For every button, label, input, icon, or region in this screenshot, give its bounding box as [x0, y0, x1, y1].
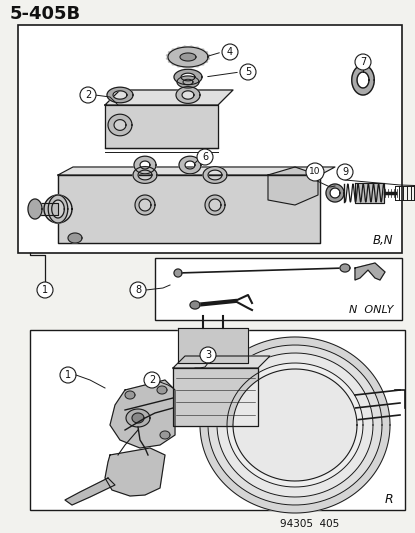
Polygon shape: [188, 57, 194, 68]
Polygon shape: [105, 448, 165, 496]
Bar: [155, 258, 402, 320]
Circle shape: [200, 347, 216, 363]
Polygon shape: [203, 167, 227, 183]
Polygon shape: [178, 328, 248, 363]
Polygon shape: [68, 233, 82, 243]
Polygon shape: [132, 413, 144, 423]
Polygon shape: [268, 167, 318, 205]
Polygon shape: [173, 368, 258, 426]
Polygon shape: [126, 409, 150, 427]
Text: R: R: [384, 493, 393, 506]
Circle shape: [197, 149, 213, 165]
Polygon shape: [326, 184, 344, 202]
Text: 2: 2: [149, 375, 155, 385]
Polygon shape: [135, 195, 155, 215]
Text: 3: 3: [205, 350, 211, 360]
Polygon shape: [182, 57, 188, 68]
Polygon shape: [110, 380, 175, 448]
Polygon shape: [166, 54, 188, 57]
Circle shape: [144, 372, 160, 388]
Circle shape: [240, 64, 256, 80]
Text: 1: 1: [65, 370, 71, 380]
Polygon shape: [28, 199, 42, 219]
Polygon shape: [188, 47, 200, 57]
Text: 4: 4: [227, 47, 233, 57]
Circle shape: [306, 163, 324, 181]
Text: N  ONLY: N ONLY: [349, 305, 393, 315]
Polygon shape: [355, 183, 384, 203]
Polygon shape: [190, 301, 200, 309]
Polygon shape: [172, 57, 188, 65]
Text: 9: 9: [342, 167, 348, 177]
Circle shape: [60, 367, 76, 383]
Polygon shape: [355, 263, 385, 280]
Polygon shape: [188, 57, 204, 65]
Polygon shape: [157, 386, 167, 394]
Bar: [18, 25, 402, 253]
Circle shape: [355, 54, 371, 70]
Polygon shape: [105, 105, 218, 148]
Circle shape: [130, 282, 146, 298]
Polygon shape: [105, 90, 233, 105]
Polygon shape: [188, 57, 210, 60]
Text: 94305  405: 94305 405: [281, 519, 339, 529]
Polygon shape: [233, 369, 357, 481]
Polygon shape: [177, 76, 199, 88]
Polygon shape: [58, 167, 335, 175]
Polygon shape: [166, 57, 188, 60]
Polygon shape: [65, 478, 115, 505]
Polygon shape: [188, 57, 200, 67]
Text: 2: 2: [85, 90, 91, 100]
Text: B,N: B,N: [373, 234, 393, 247]
Polygon shape: [188, 49, 204, 57]
Polygon shape: [176, 86, 200, 103]
Polygon shape: [208, 345, 382, 505]
Polygon shape: [180, 53, 196, 61]
Polygon shape: [179, 156, 201, 174]
Polygon shape: [108, 114, 132, 136]
Polygon shape: [340, 264, 350, 272]
Polygon shape: [174, 269, 182, 277]
Text: 8: 8: [135, 285, 141, 295]
Polygon shape: [58, 175, 320, 243]
Polygon shape: [182, 46, 188, 57]
Polygon shape: [217, 353, 373, 497]
Polygon shape: [35, 203, 58, 215]
Polygon shape: [125, 391, 135, 399]
Polygon shape: [188, 57, 208, 63]
Polygon shape: [168, 51, 188, 57]
Circle shape: [337, 164, 353, 180]
Circle shape: [80, 87, 96, 103]
Text: 5-405B: 5-405B: [10, 5, 81, 23]
Polygon shape: [205, 195, 225, 215]
Bar: [30, 330, 405, 510]
Polygon shape: [160, 431, 170, 439]
Polygon shape: [200, 337, 390, 513]
Text: 10: 10: [309, 167, 321, 176]
Polygon shape: [44, 195, 72, 223]
Polygon shape: [172, 49, 188, 57]
Text: 6: 6: [202, 152, 208, 162]
Text: 7: 7: [360, 57, 366, 67]
Polygon shape: [188, 46, 194, 57]
Polygon shape: [134, 156, 156, 174]
Polygon shape: [176, 57, 188, 67]
Polygon shape: [176, 47, 188, 57]
Circle shape: [37, 282, 53, 298]
Polygon shape: [227, 363, 363, 487]
Polygon shape: [107, 87, 133, 103]
Polygon shape: [352, 65, 374, 95]
Polygon shape: [133, 167, 157, 183]
Circle shape: [222, 44, 238, 60]
Polygon shape: [168, 57, 188, 63]
Polygon shape: [174, 69, 202, 85]
Polygon shape: [48, 195, 68, 223]
Text: 1: 1: [42, 285, 48, 295]
Polygon shape: [188, 51, 208, 57]
Polygon shape: [188, 54, 210, 57]
Polygon shape: [173, 356, 270, 368]
Text: 5: 5: [245, 67, 251, 77]
